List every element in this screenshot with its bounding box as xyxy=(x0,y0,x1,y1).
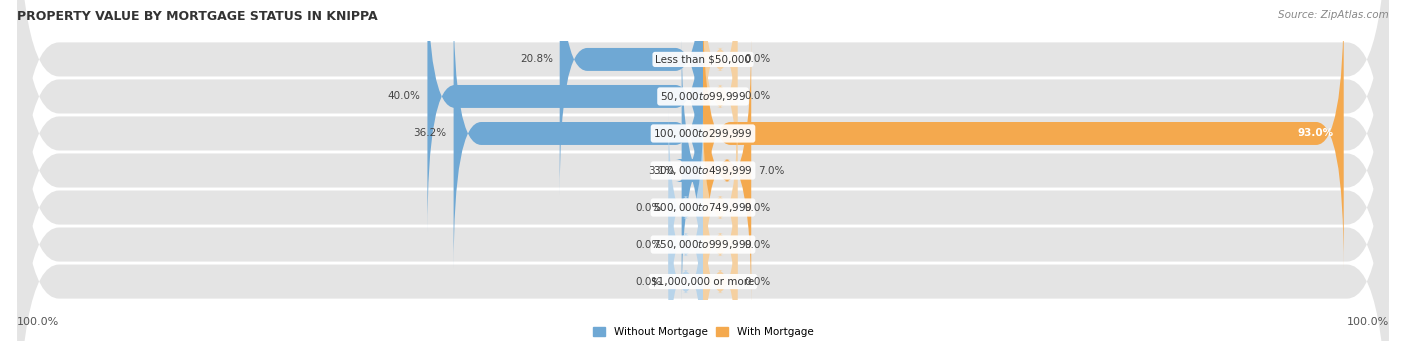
Text: 36.2%: 36.2% xyxy=(413,129,447,138)
FancyBboxPatch shape xyxy=(703,182,738,341)
FancyBboxPatch shape xyxy=(17,0,1389,265)
FancyBboxPatch shape xyxy=(17,2,1389,341)
Legend: Without Mortgage, With Mortgage: Without Mortgage, With Mortgage xyxy=(589,323,817,341)
Text: 0.0%: 0.0% xyxy=(636,239,662,250)
Text: PROPERTY VALUE BY MORTGAGE STATUS IN KNIPPA: PROPERTY VALUE BY MORTGAGE STATUS IN KNI… xyxy=(17,10,377,23)
FancyBboxPatch shape xyxy=(454,0,703,270)
Text: $300,000 to $499,999: $300,000 to $499,999 xyxy=(654,164,752,177)
Text: 100.0%: 100.0% xyxy=(17,317,59,327)
Text: 40.0%: 40.0% xyxy=(388,91,420,102)
FancyBboxPatch shape xyxy=(669,108,703,307)
FancyBboxPatch shape xyxy=(703,145,738,341)
Text: 20.8%: 20.8% xyxy=(520,55,553,64)
FancyBboxPatch shape xyxy=(17,0,1389,341)
FancyBboxPatch shape xyxy=(17,76,1389,341)
Text: $100,000 to $299,999: $100,000 to $299,999 xyxy=(654,127,752,140)
FancyBboxPatch shape xyxy=(427,0,703,233)
Text: 0.0%: 0.0% xyxy=(744,91,770,102)
Text: $50,000 to $99,999: $50,000 to $99,999 xyxy=(659,90,747,103)
Text: $750,000 to $999,999: $750,000 to $999,999 xyxy=(654,238,752,251)
FancyBboxPatch shape xyxy=(17,40,1389,341)
FancyBboxPatch shape xyxy=(703,0,738,196)
FancyBboxPatch shape xyxy=(703,0,738,159)
Text: 0.0%: 0.0% xyxy=(744,55,770,64)
FancyBboxPatch shape xyxy=(703,0,1344,270)
Text: Less than $50,000: Less than $50,000 xyxy=(655,55,751,64)
Text: 100.0%: 100.0% xyxy=(1347,317,1389,327)
Text: $500,000 to $749,999: $500,000 to $749,999 xyxy=(654,201,752,214)
FancyBboxPatch shape xyxy=(703,34,751,307)
Text: 0.0%: 0.0% xyxy=(744,239,770,250)
Text: 93.0%: 93.0% xyxy=(1298,129,1333,138)
Text: 0.0%: 0.0% xyxy=(744,277,770,286)
Text: 0.0%: 0.0% xyxy=(636,277,662,286)
Text: Source: ZipAtlas.com: Source: ZipAtlas.com xyxy=(1278,10,1389,20)
FancyBboxPatch shape xyxy=(17,0,1389,301)
Text: 0.0%: 0.0% xyxy=(744,203,770,212)
FancyBboxPatch shape xyxy=(703,108,738,307)
Text: 0.0%: 0.0% xyxy=(636,203,662,212)
FancyBboxPatch shape xyxy=(17,0,1389,339)
Text: 7.0%: 7.0% xyxy=(758,165,785,176)
FancyBboxPatch shape xyxy=(560,0,703,196)
Text: $1,000,000 or more: $1,000,000 or more xyxy=(651,277,755,286)
FancyBboxPatch shape xyxy=(675,34,709,307)
FancyBboxPatch shape xyxy=(669,145,703,341)
Text: 3.1%: 3.1% xyxy=(648,165,675,176)
FancyBboxPatch shape xyxy=(669,182,703,341)
